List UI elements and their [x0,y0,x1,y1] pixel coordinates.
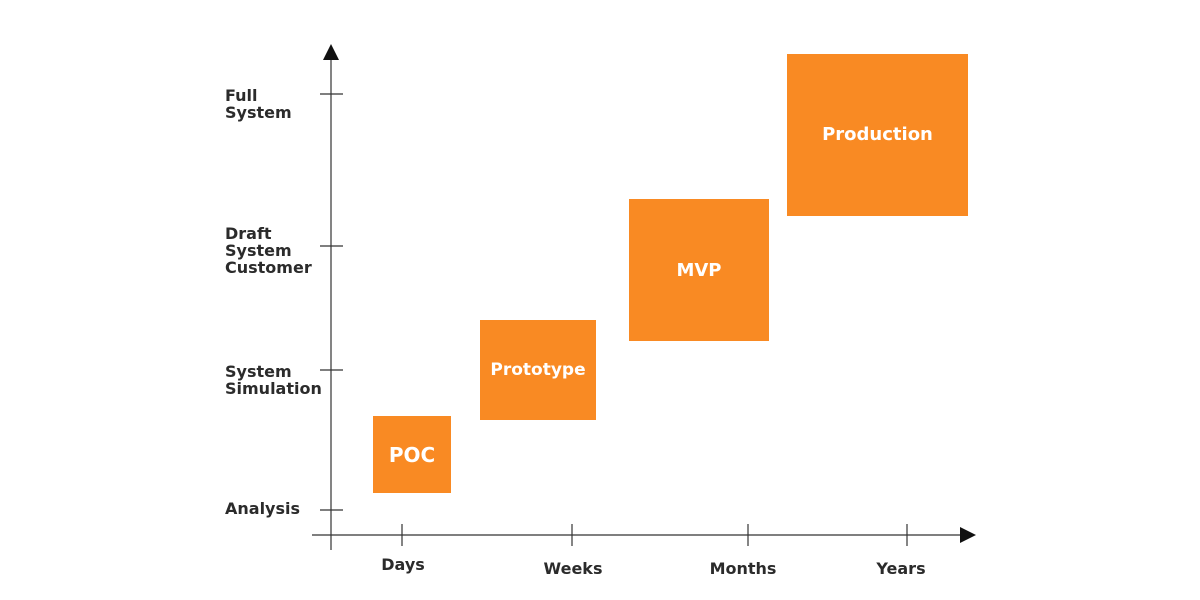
y-axis-arrow-icon [323,44,339,60]
y-label-full-system: Full System [225,86,292,122]
x-label-days: Days [381,555,425,574]
stage-block-mvp: MVP [629,199,769,341]
y-label-analysis: Analysis [225,499,301,518]
y-label-draft-system-customer: Draft System Customer [225,224,312,277]
stage-label-poc: POC [388,442,436,467]
x-label-weeks: Weeks [543,559,603,578]
x-label-years: Years [876,559,926,578]
stage-block-production: Production [787,54,968,216]
x-axis-arrow-icon [960,527,976,543]
stage-label-production: Production [822,124,933,145]
stage-block-prototype: Prototype [480,320,596,420]
y-label-system-simulation: System Simulation [225,362,322,398]
stage-block-poc: POC [373,416,451,493]
stage-label-prototype: Prototype [490,360,586,380]
stage-label-mvp: MVP [676,259,722,281]
x-label-months: Months [709,559,777,578]
